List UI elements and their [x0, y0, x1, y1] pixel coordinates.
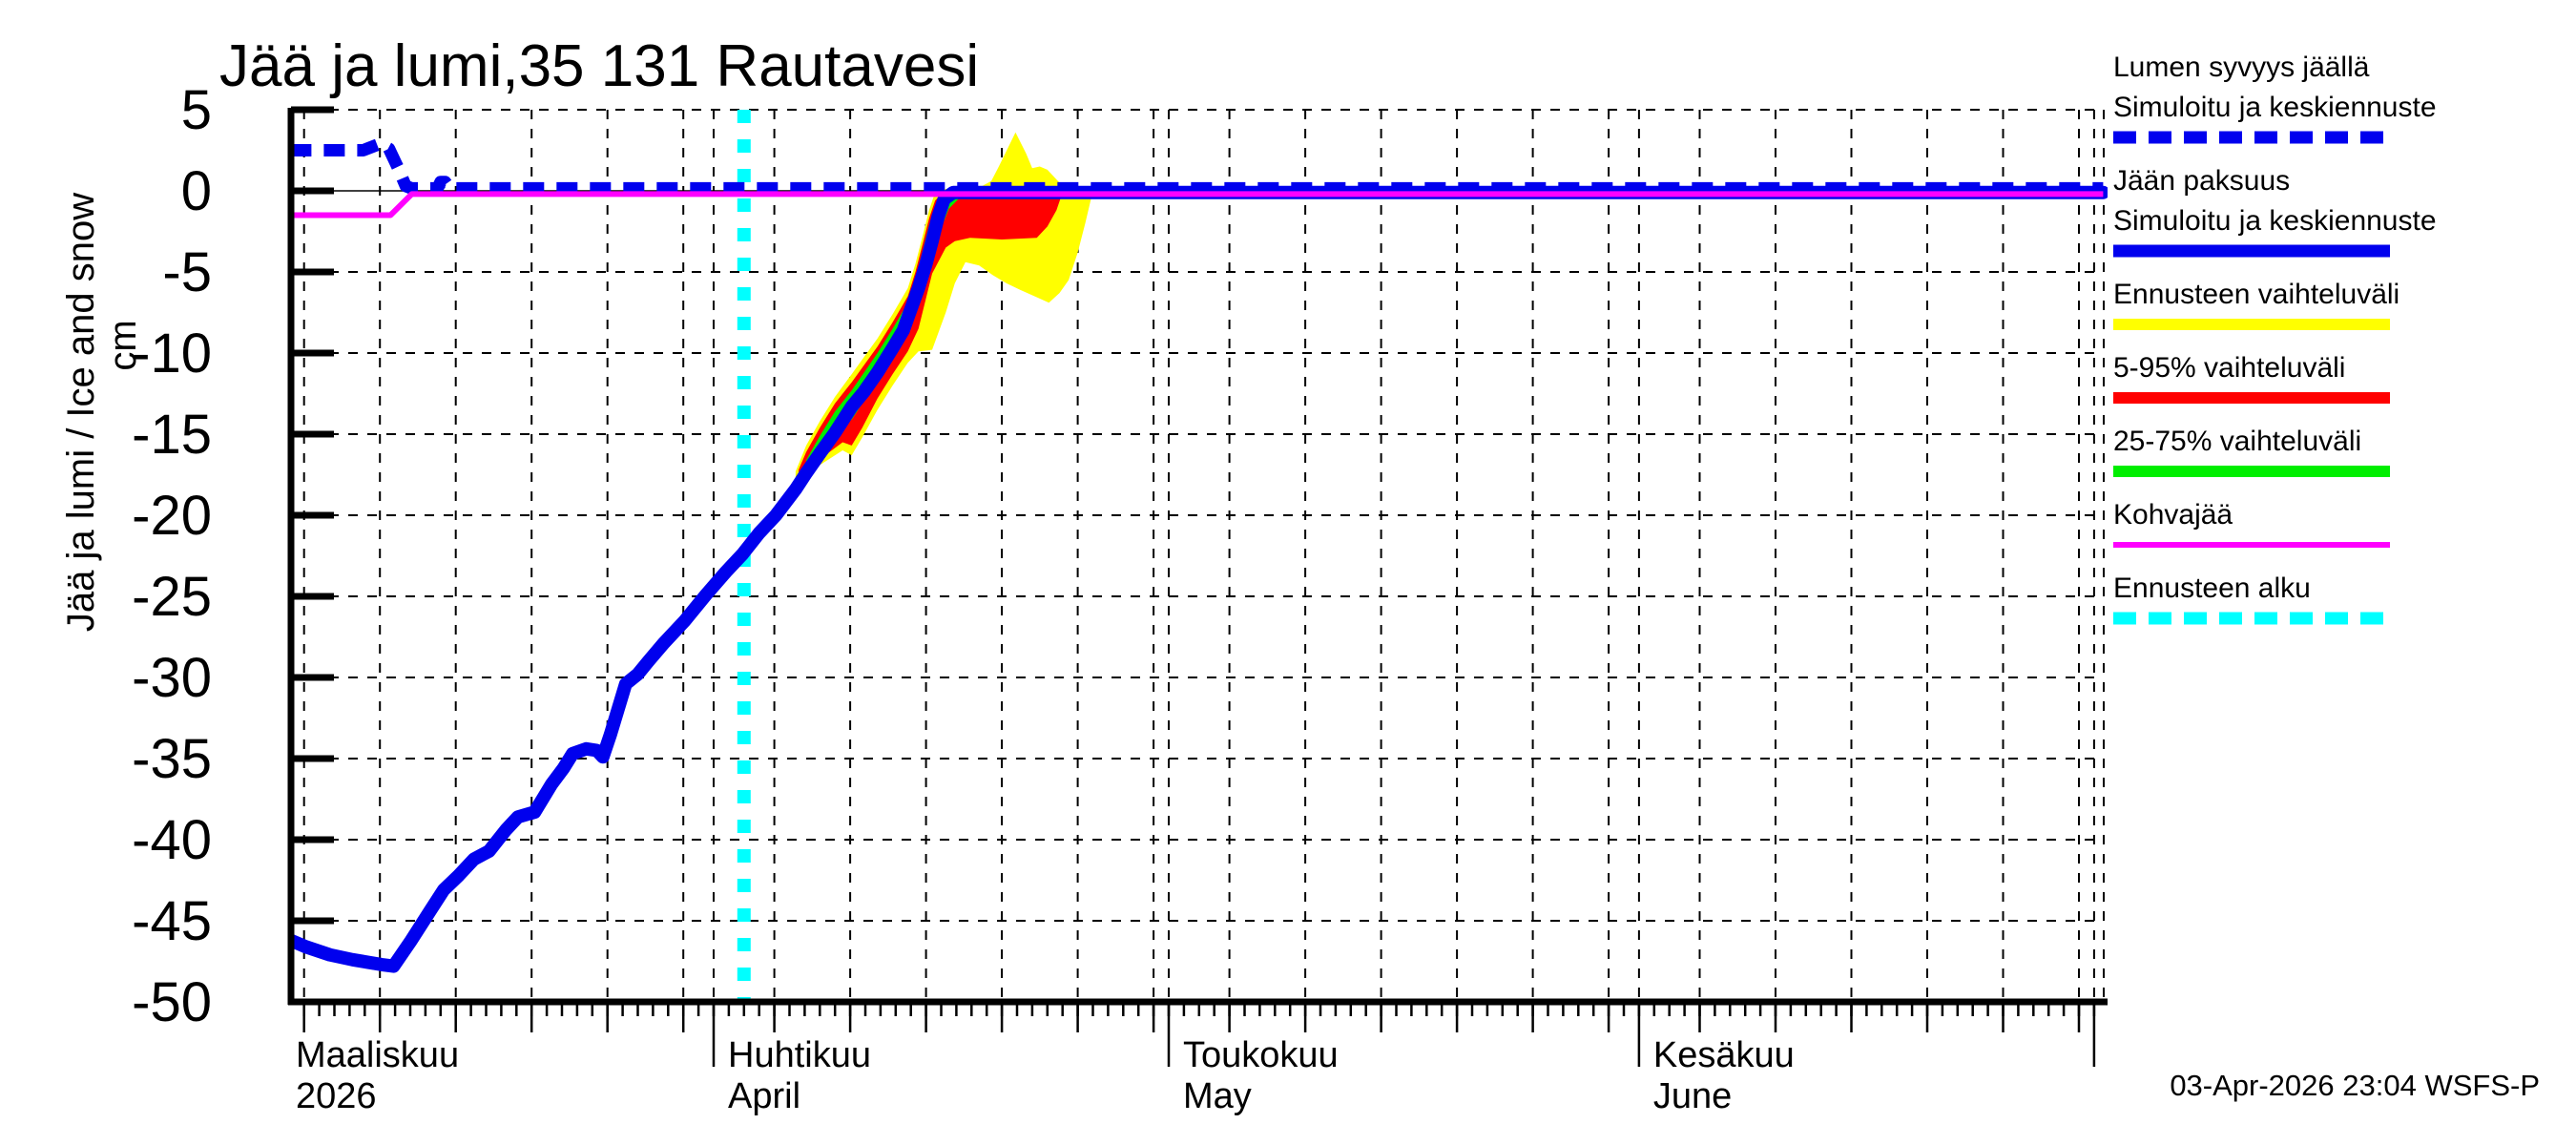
- y-tick-label--50: -50: [132, 971, 212, 1033]
- legend-text-3: 5-95% vaihteluväli: [2113, 352, 2345, 384]
- legend-text-0: Lumen syvyys jäällä: [2113, 52, 2370, 83]
- month-label-Maaliskuu: Maaliskuu: [296, 1035, 459, 1075]
- y-axis-unit: cm: [102, 320, 144, 370]
- y-tick-label--25: -25: [132, 566, 212, 628]
- y-tick-label--30: -30: [132, 647, 212, 709]
- legend-text-1: Jään paksuus: [2113, 165, 2290, 197]
- legend-text-0: Simuloitu ja keskiennuste: [2113, 92, 2437, 123]
- y-axis-label: Jää ja lumi / Ice and snow: [60, 193, 102, 632]
- y-tick-label--45: -45: [132, 890, 212, 952]
- y-tick-label--35: -35: [132, 728, 212, 790]
- y-tick-label-0: 0: [181, 160, 212, 222]
- y-tick-label-5: 5: [181, 79, 212, 141]
- band-1: [799, 192, 1063, 478]
- timestamp: 03-Apr-2026 23:04 WSFS-P: [2170, 1069, 2540, 1102]
- y-tick-label--40: -40: [132, 809, 212, 871]
- legend-text-2: Ennusteen vaihteluväli: [2113, 279, 2399, 310]
- legend-text-1: Simuloitu ja keskiennuste: [2113, 205, 2437, 237]
- y-tick-label--10: -10: [132, 323, 212, 385]
- y-tick-label--20: -20: [132, 485, 212, 547]
- month-sublabel-April: April: [728, 1076, 800, 1116]
- month-label-Huhtikuu: Huhtikuu: [728, 1035, 871, 1075]
- chart-title: Jää ja lumi,35 131 Rautavesi: [219, 33, 979, 99]
- ice-thickness-line: [289, 185, 2108, 973]
- legend-text-6: Ennusteen alku: [2113, 572, 2311, 604]
- month-label-Toukokuu: Toukokuu: [1183, 1035, 1339, 1075]
- data-series: [289, 137, 2108, 973]
- grid-lines: [291, 109, 2105, 1002]
- y-tick-labels: 5 0 -5 -10 -15 -20 -25 -30 -35 -40 -45 -50: [132, 79, 212, 1033]
- month-label-Kesäkuu: Kesäkuu: [1653, 1035, 1795, 1075]
- legend-text-4: 25-75% vaihteluväli: [2113, 426, 2361, 457]
- month-sublabel-June: June: [1653, 1076, 1732, 1116]
- kohva-ice-line: [290, 191, 2104, 219]
- axes-and-ticks: [287, 106, 2108, 1067]
- y-tick-label--15: -15: [132, 404, 212, 466]
- y-tick-label--5: -5: [162, 241, 212, 303]
- legend-text-5: Kohvajää: [2113, 499, 2233, 531]
- legend: Lumen syvyys jäällä Simuloitu ja keskienn…: [2113, 52, 2437, 625]
- month-sublabel-May: May: [1183, 1076, 1252, 1116]
- snow-depth-line: [290, 137, 2104, 195]
- month-sublabel-2026: 2026: [296, 1076, 377, 1116]
